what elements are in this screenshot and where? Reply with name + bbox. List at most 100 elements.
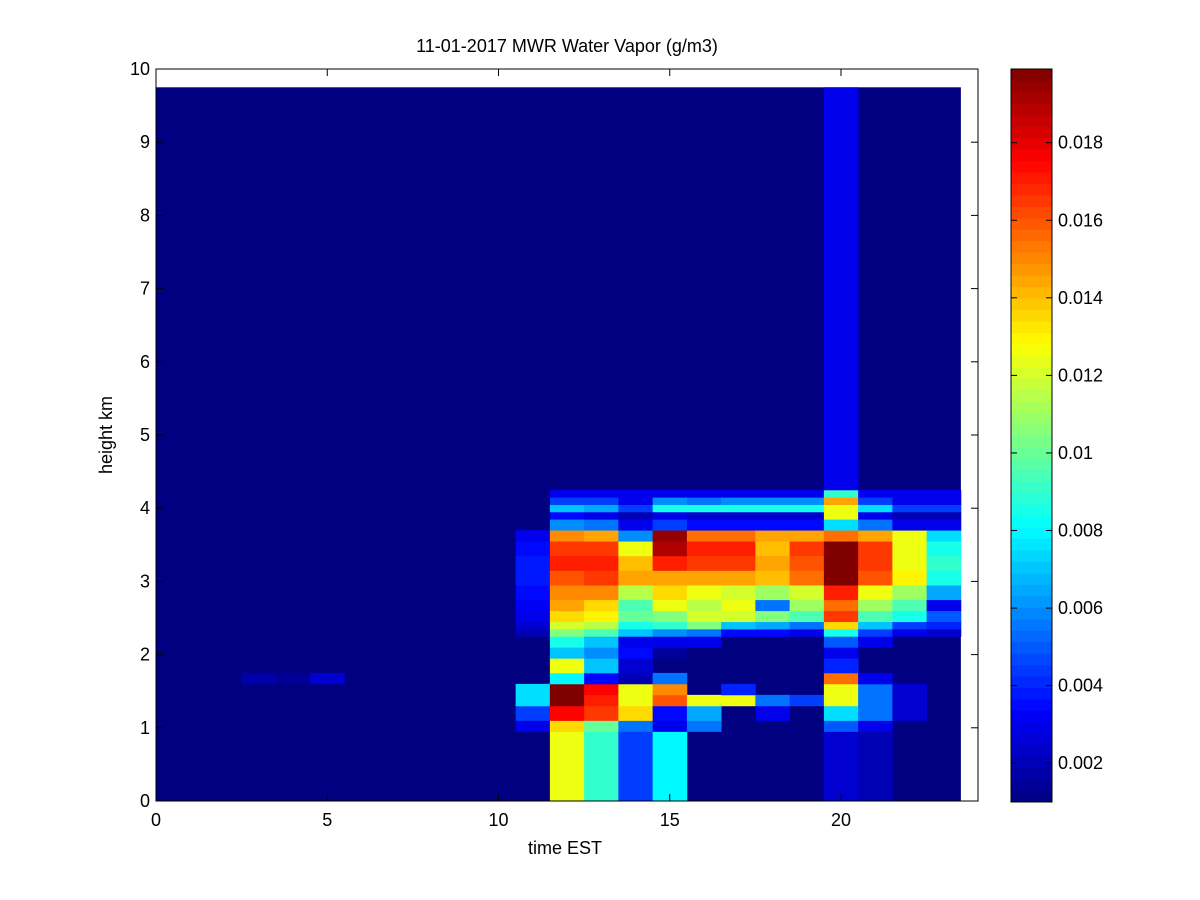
heatmap-cell bbox=[926, 530, 962, 542]
heatmap-cell bbox=[686, 555, 722, 571]
x-tick-label: 10 bbox=[488, 810, 508, 830]
heatmap-cell bbox=[823, 570, 859, 586]
heatmap-cell bbox=[823, 647, 859, 659]
heatmap-cell bbox=[584, 585, 619, 601]
heatmap-cell bbox=[721, 570, 756, 586]
heatmap-cell bbox=[618, 504, 654, 513]
heatmap-cell bbox=[549, 694, 585, 707]
heatmap-cell bbox=[926, 519, 962, 531]
heatmap-cell bbox=[823, 658, 859, 674]
heatmap-cell bbox=[755, 489, 791, 498]
heatmap-cell bbox=[858, 585, 893, 601]
y-tick-label: 1 bbox=[140, 718, 150, 738]
heatmap-cell bbox=[584, 504, 619, 513]
colorbar-segment bbox=[1011, 309, 1052, 322]
heatmap-cell bbox=[549, 599, 585, 612]
heatmap-cell bbox=[618, 683, 654, 696]
colorbar-segment bbox=[1011, 446, 1052, 459]
heatmap-cell bbox=[926, 610, 962, 623]
heatmap-cell bbox=[755, 599, 791, 612]
colorbar-segment bbox=[1011, 515, 1052, 528]
chart-title: 11-01-2017 MWR Water Vapor (g/m3) bbox=[416, 36, 718, 56]
heatmap-cell bbox=[652, 504, 688, 513]
heatmap-cell bbox=[721, 585, 756, 601]
heatmap-cell bbox=[652, 570, 688, 586]
heatmap-cell bbox=[892, 621, 928, 630]
x-tick-label: 5 bbox=[322, 810, 332, 830]
heatmap-cell bbox=[549, 720, 585, 732]
colorbar-tick-label: 0.004 bbox=[1058, 676, 1103, 696]
heatmap-cell bbox=[686, 621, 722, 630]
heatmap-cell bbox=[858, 621, 893, 630]
heatmap-cell bbox=[755, 610, 791, 623]
heatmap-cell bbox=[823, 511, 859, 520]
heatmap-cell bbox=[823, 621, 859, 630]
heatmap-cell bbox=[686, 519, 722, 531]
heatmap-cell bbox=[618, 489, 654, 498]
heatmap-cell bbox=[721, 497, 756, 505]
heatmap-cell bbox=[584, 705, 619, 721]
heatmap-cell bbox=[584, 519, 619, 531]
colorbar-segment bbox=[1011, 320, 1052, 333]
heatmap-cell bbox=[618, 570, 654, 586]
heatmap-cell bbox=[892, 628, 928, 637]
heatmap-cell bbox=[755, 585, 791, 601]
colorbar-segment bbox=[1011, 69, 1052, 81]
heatmap-cell bbox=[618, 647, 654, 659]
heatmap-cell bbox=[823, 519, 859, 531]
y-tick-label: 3 bbox=[140, 571, 150, 591]
heatmap-cell bbox=[858, 731, 893, 802]
heatmap-cell bbox=[652, 731, 688, 802]
heatmap-cell bbox=[618, 555, 654, 571]
heatmap-cell bbox=[789, 504, 825, 513]
heatmap-cell bbox=[584, 489, 619, 498]
colorbar-segment bbox=[1011, 561, 1052, 574]
heatmap-cell bbox=[892, 705, 928, 721]
colorbar-tick-label: 0.002 bbox=[1058, 753, 1103, 773]
heatmap-cell bbox=[618, 672, 654, 685]
heatmap-cell bbox=[686, 570, 722, 586]
heatmap-cell bbox=[721, 694, 756, 707]
colorbar-segment bbox=[1011, 710, 1052, 723]
colorbar-segment bbox=[1011, 664, 1052, 677]
heatmap-cell bbox=[686, 497, 722, 505]
heatmap-cell bbox=[721, 683, 756, 696]
heatmap-cell bbox=[618, 519, 654, 531]
heatmap-cell bbox=[275, 672, 311, 685]
heatmap-cell bbox=[858, 636, 893, 648]
heatmap-cell bbox=[858, 530, 893, 542]
heatmap-cell bbox=[858, 489, 893, 498]
colorbar-tick-label: 0.012 bbox=[1058, 365, 1103, 385]
heatmap-cell bbox=[549, 489, 585, 498]
heatmap-cell bbox=[858, 504, 893, 513]
colorbar-segment bbox=[1011, 332, 1052, 345]
colorbar: 0.002 0.004 0.006 0.008 0.01 0.012 0.014 0.016 0… bbox=[1010, 68, 1103, 803]
heatmap-cell bbox=[549, 628, 585, 637]
colorbar-segment bbox=[1011, 492, 1052, 505]
heatmap-cell bbox=[858, 511, 893, 520]
heatmap-cell bbox=[515, 621, 551, 630]
colorbar-segment bbox=[1011, 401, 1052, 414]
heatmap-cell bbox=[549, 511, 585, 520]
heatmap-cell bbox=[892, 599, 928, 612]
heatmap-cell bbox=[241, 672, 277, 685]
heatmap-cell bbox=[858, 610, 893, 623]
colorbar-tick-label: 0.008 bbox=[1058, 521, 1103, 541]
heatmap-cell bbox=[686, 599, 722, 612]
colorbar-segment bbox=[1011, 298, 1052, 311]
heatmap-cell bbox=[549, 731, 585, 802]
colorbar-segment bbox=[1011, 103, 1052, 116]
colorbar-tick-label: 0.01 bbox=[1058, 443, 1093, 463]
heatmap-cell bbox=[858, 599, 893, 612]
colorbar-frame bbox=[1010, 68, 1053, 803]
heatmap-cell bbox=[823, 628, 859, 637]
heatmap-cell bbox=[549, 683, 585, 696]
heatmap-cell bbox=[858, 705, 893, 721]
heatmap-cell bbox=[584, 555, 619, 571]
heatmap-cell bbox=[823, 720, 859, 732]
heatmap-cell bbox=[789, 511, 825, 520]
colorbar-segment bbox=[1011, 687, 1052, 700]
heatmap-cell bbox=[858, 555, 893, 571]
heatmap-cell bbox=[515, 570, 551, 586]
